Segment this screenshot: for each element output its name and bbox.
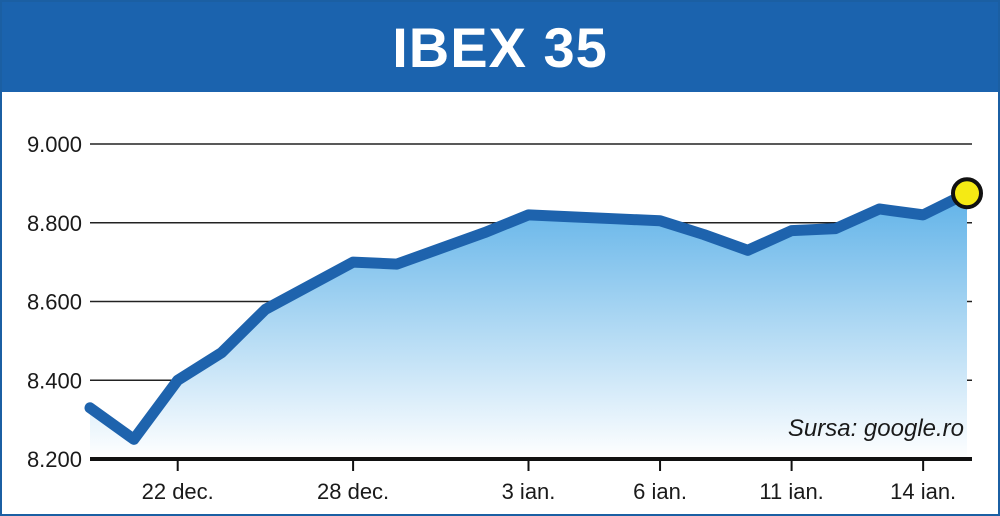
data-point (918, 210, 928, 220)
data-point (480, 228, 490, 238)
data-point (874, 204, 884, 214)
source-label: Sursa: google.ro (788, 415, 964, 442)
y-tick-label: 8.400 (27, 368, 82, 393)
data-point (85, 403, 95, 413)
x-tick-label: 22 dec. (142, 479, 214, 504)
area-fill (90, 193, 967, 459)
y-tick-label: 9.000 (27, 132, 82, 157)
data-point (436, 243, 446, 253)
y-tick-label: 8.200 (27, 447, 82, 472)
x-tick-label: 3 ian. (502, 479, 556, 504)
chart-title: IBEX 35 (392, 15, 608, 79)
series-line (84, 187, 973, 445)
data-point (217, 348, 227, 358)
y-tick-label: 8.800 (27, 211, 82, 236)
data-point (655, 216, 665, 226)
x-tick-label: 11 ian. (759, 479, 823, 504)
data-point (129, 434, 139, 444)
data-point (787, 226, 797, 236)
data-point (524, 210, 534, 220)
data-point (567, 212, 577, 222)
data-point (830, 224, 840, 234)
y-tick-label: 8.600 (27, 290, 82, 315)
data-point (304, 281, 314, 291)
x-tick-label: 14 ian. (890, 479, 956, 504)
data-point (173, 375, 183, 385)
data-point (260, 304, 270, 314)
data-point (611, 214, 621, 224)
x-tick-label: 28 dec. (317, 479, 389, 504)
data-point (348, 257, 358, 267)
data-point (699, 230, 709, 240)
chart-header: IBEX 35 (2, 2, 998, 92)
data-point (743, 245, 753, 255)
x-tick-label: 6 ian. (633, 479, 687, 504)
last-value-point (951, 177, 983, 210)
data-point (392, 259, 402, 269)
